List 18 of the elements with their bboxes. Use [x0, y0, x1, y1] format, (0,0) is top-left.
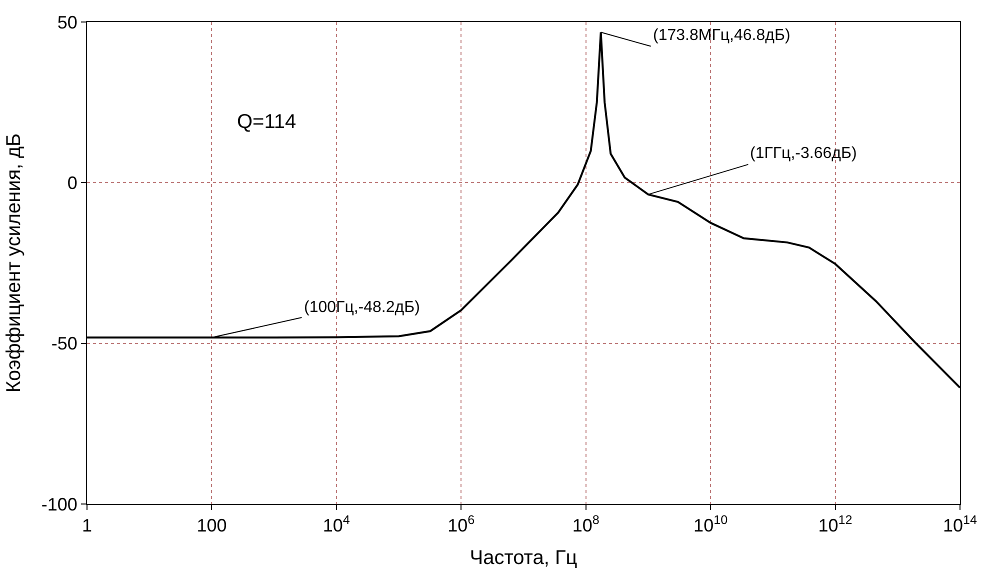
x-tick-label: 10$^{4}$	[322, 513, 350, 536]
y-tick-label: -50	[51, 334, 78, 354]
y-axis-title: Коэффициент усиления, дБ	[2, 133, 25, 393]
annotation: Q=114	[237, 111, 296, 133]
y-tick-label: 0	[67, 172, 78, 193]
x-axis-title: Частота, Гц	[470, 547, 578, 570]
y-tick-label: 50	[57, 12, 78, 32]
x-tick-label: 10$^{10}$	[694, 513, 728, 536]
annotation: (173.8МГц,46.8дБ)	[653, 27, 790, 44]
x-tick-label: 1	[82, 516, 92, 536]
x-tick-label: 10$^{8}$	[572, 513, 600, 536]
x-tick-label: 10$^{14}$	[942, 513, 978, 536]
annotation: (100Гц,-48.2дБ)	[304, 299, 420, 316]
y-tick-label: -100	[41, 494, 78, 514]
x-tick-label: 10$^{6}$	[448, 513, 475, 536]
x-tick-label: 100	[196, 516, 227, 536]
annotation: (1ГГц,-3.66дБ)	[750, 145, 857, 162]
x-tick-label: 10$^{12}$	[818, 513, 852, 536]
